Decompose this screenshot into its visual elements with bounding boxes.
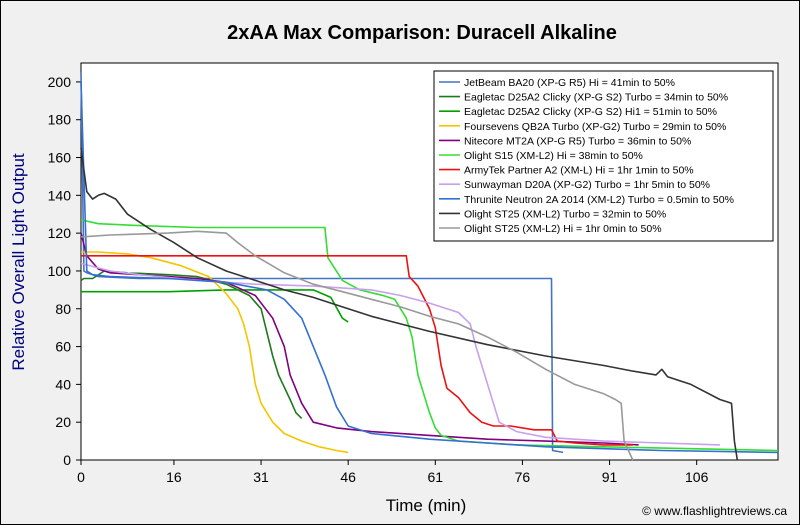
- x-tick-label: 91: [602, 469, 618, 485]
- x-tick-label: 76: [515, 469, 531, 485]
- legend-label-6: Olight S15 (XM-L2) Hi = 38min to 50%: [464, 150, 643, 162]
- y-tick-label: 200: [48, 74, 72, 90]
- y-tick-label: 100: [48, 263, 72, 279]
- legend-label-4: Foursevens QB2A Turbo (XP-G2) Turbo = 29…: [464, 121, 726, 133]
- y-tick-label: 80: [55, 301, 71, 317]
- series-line-5: [80, 232, 639, 446]
- legend-label-8: Sunwayman D20A (XP-G2) Turbo = 1hr 5min …: [464, 179, 710, 191]
- series-lines: [80, 72, 779, 461]
- x-tick-label: 16: [166, 469, 182, 485]
- legend-label-11: Olight ST25 (XM-L2) Hi = 1hr 0min to 50%: [464, 223, 662, 235]
- x-tick-label: 0: [77, 469, 85, 485]
- legend: JetBeam BA20 (XP-G R5) Hi = 41min to 50%…: [433, 70, 774, 242]
- series-line-7: [81, 255, 633, 446]
- legend-label-1: JetBeam BA20 (XP-G R5) Hi = 41min to 50%: [464, 77, 675, 89]
- y-tick-label: 0: [63, 452, 71, 468]
- chart-title: 2xAA Max Comparison: Duracell Alkaline: [227, 22, 617, 44]
- y-tick-label: 120: [48, 225, 72, 241]
- x-tick-label: 46: [340, 469, 356, 485]
- y-axis-label: Relative Overall Light Output: [9, 153, 28, 371]
- legend-label-3: Eagletac D25A2 Clicky (XP-G S2) Hi1 = 51…: [464, 106, 717, 118]
- series-line-4: [81, 251, 349, 454]
- y-tick-label: 40: [55, 376, 71, 392]
- legend-label-10: Olight ST25 (XM-L2) Turbo = 32min to 50%: [464, 208, 666, 220]
- series-line-9: [80, 81, 779, 454]
- legend-label-5: Nitecore MT2A (XP-G R5) Turbo = 36min to…: [464, 135, 691, 147]
- y-tick-label: 20: [55, 414, 71, 430]
- credit-text: © www.flashlightreviews.ca: [642, 504, 787, 518]
- axis-ticks: 0 20 40 60 80 100 120 140 160 180 200 0 16 31 46 61 76 91…: [48, 74, 709, 485]
- legend-label-7: ArmyTek Partner A2 (XM-L) Hi = 1hr 1min …: [464, 165, 694, 177]
- x-tick-label: 61: [428, 469, 444, 485]
- y-tick-label: 140: [48, 187, 72, 203]
- x-tick-label: 106: [685, 469, 709, 485]
- legend-label-2: Eagletac D25A2 Clicky (XP-G S2) Turbo = …: [464, 92, 728, 104]
- y-tick-label: 180: [48, 112, 72, 128]
- series-line-1: [80, 72, 564, 454]
- y-tick-label: 60: [55, 339, 71, 355]
- y-tick-label: 160: [48, 150, 72, 166]
- series-line-11: [80, 230, 634, 461]
- legend-label-9: Thrunite Neutron 2A 2014 (XM-L2) Turbo =…: [464, 194, 734, 206]
- x-tick-label: 31: [253, 469, 269, 485]
- x-axis-label: Time (min): [386, 496, 467, 515]
- series-line-2: [80, 270, 303, 419]
- legend-box: [433, 70, 774, 242]
- series-line-10: [80, 147, 739, 461]
